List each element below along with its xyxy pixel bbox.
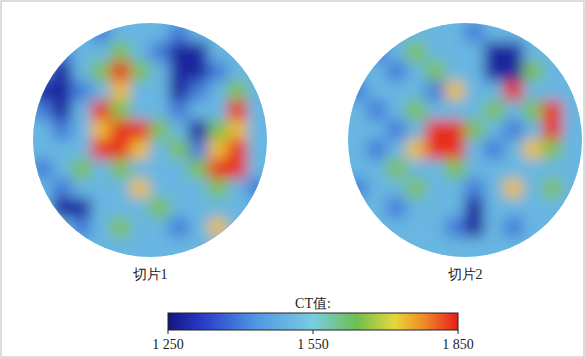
svg-text:1 250: 1 250 [152,337,184,352]
svg-text:切片2: 切片2 [448,267,483,282]
svg-text:1 850: 1 850 [442,337,474,352]
svg-text:切片1: 切片1 [133,267,168,282]
svg-text:CT值:: CT值: [295,296,331,311]
svg-text:1 550: 1 550 [297,337,329,352]
